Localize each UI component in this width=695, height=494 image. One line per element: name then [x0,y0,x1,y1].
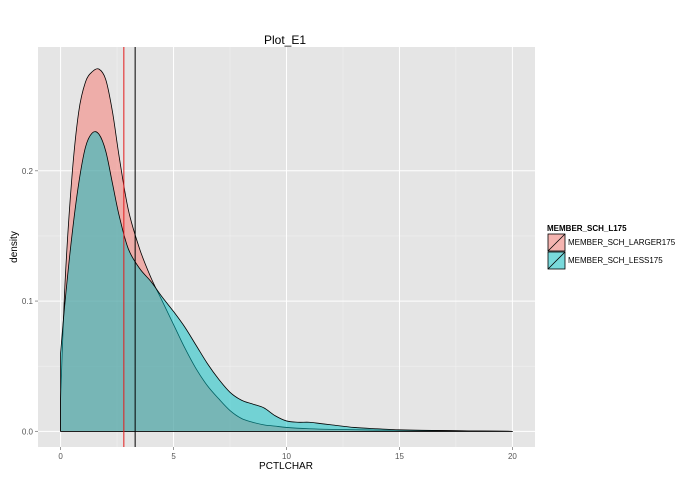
x-tick-label: 15 [395,452,404,461]
y-tick-label: 0.0 [22,427,34,436]
x-tick-label: 20 [508,452,517,461]
y-tick-label: 0.1 [22,297,34,306]
y-axis-title: density [9,231,20,263]
legend-label: MEMBER_SCH_LESS175 [568,256,663,265]
x-axis-title: PCTLCHAR [259,461,313,472]
reference-lines [123,47,136,447]
chart-title: Plot_E1 [264,33,306,47]
legend-swatch-diagonal [547,233,566,252]
x-tick-label: 5 [171,452,176,461]
y-tick-label: 0.2 [22,167,34,176]
density-area-2 [60,131,513,432]
x-tick-label: 0 [58,452,63,461]
legend-label: MEMBER_SCH_LARGER175 [568,238,676,247]
y-axis-ticks: 0.0 0.1 0.2 [22,167,38,436]
legend-swatch-diagonal [547,251,566,270]
legend-title: MEMBER_SCH_L175 [547,224,627,233]
legend-items: MEMBER_SCH_LARGER175 MEMBER_SCH_LESS175 [547,233,676,270]
x-tick-label: 10 [282,452,291,461]
legend: MEMBER_SCH_L175 MEMBER_SCH_LARGER175MEMB… [547,224,676,270]
x-axis-ticks: 0 5 10 15 20 [58,447,517,461]
density-areas [60,68,513,432]
